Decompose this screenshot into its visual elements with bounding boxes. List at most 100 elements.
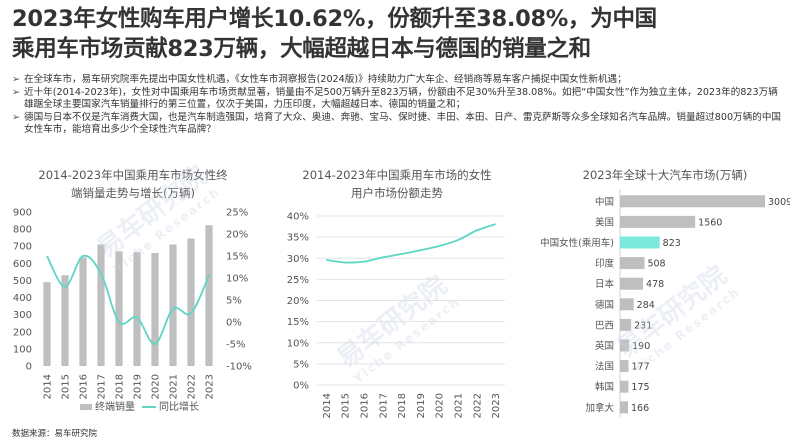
data-source: 数据来源：易车研究院	[12, 429, 98, 439]
bar	[620, 339, 630, 352]
y-right-tick-label: 25%	[226, 208, 248, 219]
data-label: 177	[632, 362, 650, 373]
x-tick-label: 2023	[491, 393, 502, 418]
chart3-top-markets: 中国 3009 美国 1560 中国女性(乘用车) 823 印度 508 日本 478 德国 284 巴…	[540, 189, 790, 418]
bar	[620, 298, 634, 311]
bar	[620, 380, 629, 393]
page-title-line-2: 乘用车市场贡献823万辆，大幅超越日本与德国的销量之和	[12, 36, 591, 62]
y-right-tick-label: 15%	[226, 252, 248, 263]
x-tick-label: 2022	[472, 393, 483, 418]
bar	[620, 236, 660, 249]
x-tick-label: 2021	[169, 374, 180, 399]
data-label: 508	[647, 259, 665, 270]
x-tick-label: 2017	[378, 393, 389, 418]
chart2-title-line-2: 用户市场份额走势	[351, 186, 443, 200]
y-tick-label: 10%	[287, 338, 309, 349]
arrow-icon: ➢	[12, 86, 21, 98]
x-tick-label: 2014	[322, 393, 333, 418]
x-tick-label: 2016	[360, 393, 371, 418]
bar	[620, 360, 629, 373]
page-title: 2023年女性购车用户增长10.62%，份额升至38.08%，为中国 乘用车市场…	[12, 4, 787, 64]
bar	[620, 215, 696, 228]
bar	[620, 277, 644, 290]
category-label: 印度	[595, 258, 615, 270]
y-tick-label: 35%	[287, 233, 309, 244]
y-left-tick-label: 300	[13, 310, 32, 321]
category-label: 中国女性(乘用车)	[540, 237, 614, 249]
y-left-tick-label: 900	[13, 208, 32, 219]
bar	[151, 253, 159, 366]
y-left-tick-label: 800	[13, 225, 32, 236]
bar	[205, 225, 213, 366]
category-label: 法国	[595, 361, 614, 373]
growth-line	[46, 254, 210, 345]
bar	[620, 257, 645, 270]
x-tick-label: 2023	[205, 374, 216, 399]
bar	[61, 275, 69, 366]
y-left-tick-label: 500	[13, 276, 32, 287]
bullet-item: ➢ 在全球车市，易车研究院率先提出中国女性机遇，《女性车市洞察报告(2024版)…	[12, 74, 784, 87]
category-label: 英国	[595, 340, 614, 352]
legend-label: 同比增长	[159, 400, 199, 413]
y-tick-label: 15%	[287, 317, 309, 328]
x-tick-label: 2019	[133, 374, 144, 399]
bar	[79, 257, 87, 366]
y-right-tick-label: 5%	[226, 296, 242, 307]
x-tick-label: 2022	[187, 374, 198, 399]
category-label: 韩国	[595, 381, 614, 393]
data-label: 166	[631, 403, 649, 414]
chart1-title-line-1: 2014-2023年中国乘用车市场女性终	[38, 168, 228, 182]
legend-swatch-bar	[80, 404, 92, 410]
chart1-title-line-2: 端销量走势与增长(万辆)	[71, 186, 195, 200]
category-label: 美国	[595, 216, 614, 228]
x-tick-label: 2014	[43, 374, 54, 399]
data-label: 823	[663, 238, 681, 249]
category-label: 日本	[595, 278, 615, 290]
category-label: 德国	[595, 299, 614, 311]
y-right-tick-label: -5%	[226, 340, 245, 351]
legend-label: 终端销量	[95, 400, 135, 413]
chart2-title: 2014-2023年中国乘用车市场的女性 用户市场份额走势	[282, 166, 512, 202]
bullet-list: ➢ 在全球车市，易车研究院率先提出中国女性机遇，《女性车市洞察报告(2024版)…	[12, 74, 784, 137]
data-label: 175	[631, 382, 649, 393]
chart2-title-line-1: 2014-2023年中国乘用车市场的女性	[302, 168, 492, 182]
page-title-line-1: 2023年女性购车用户增长10.62%，份额升至38.08%，为中国	[12, 6, 657, 32]
y-right-tick-label: 20%	[226, 230, 248, 241]
y-left-tick-label: 400	[13, 293, 32, 304]
y-left-tick-label: 100	[13, 344, 32, 355]
y-right-tick-label: 10%	[226, 274, 248, 285]
x-tick-label: 2017	[97, 374, 108, 399]
category-label: 巴西	[595, 320, 614, 331]
x-tick-label: 2020	[435, 393, 446, 418]
bar	[97, 244, 105, 366]
data-label: 3009	[768, 197, 790, 208]
y-left-tick-label: 700	[13, 242, 32, 253]
y-tick-label: 40%	[287, 212, 309, 223]
bar	[133, 252, 141, 366]
x-tick-label: 2018	[397, 393, 408, 418]
x-tick-label: 2018	[115, 374, 126, 399]
bar	[43, 282, 51, 366]
bar	[620, 195, 765, 208]
y-tick-label: 30%	[287, 254, 309, 265]
bullet-text: 德国与日本不仅是汽车消费大国，也是汽车制造强国，培育了大众、奥迪、奔驰、宝马、保…	[24, 111, 782, 136]
bar	[169, 244, 177, 366]
x-tick-label: 2020	[151, 374, 162, 399]
bar	[620, 401, 628, 414]
y-tick-label: 20%	[287, 296, 309, 307]
arrow-icon: ➢	[12, 111, 21, 123]
y-tick-label: 0%	[293, 381, 309, 392]
share-line	[326, 223, 496, 264]
x-tick-label: 2015	[341, 393, 352, 418]
y-right-tick-label: -10%	[226, 362, 252, 373]
x-tick-label: 2016	[79, 374, 90, 399]
bullet-item: ➢ 德国与日本不仅是汽车消费大国，也是汽车制造强国，培育了大众、奥迪、奔驰、宝马…	[12, 112, 784, 137]
data-label: 190	[632, 341, 650, 352]
y-tick-label: 25%	[287, 275, 309, 286]
y-left-tick-label: 200	[13, 327, 32, 338]
chart1-sales-growth: 0 100 200 300 400 500 600 700 800 900 -10% -5% 0% 5% 1…	[13, 208, 252, 414]
category-label: 中国	[595, 196, 614, 208]
arrow-icon: ➢	[12, 74, 21, 85]
y-left-tick-label: 600	[13, 259, 32, 270]
bar	[115, 251, 123, 366]
